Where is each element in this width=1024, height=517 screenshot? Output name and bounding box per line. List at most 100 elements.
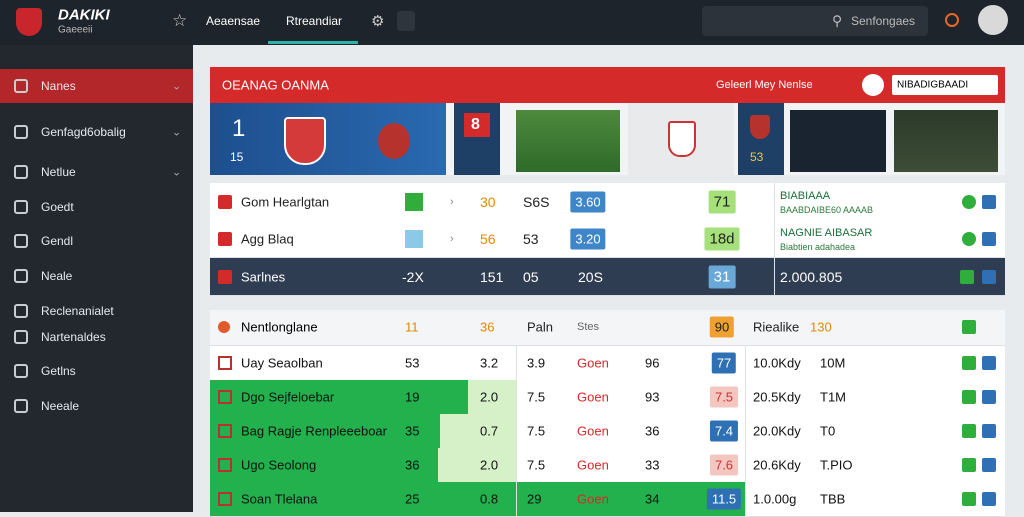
cell-c: 7.5 — [527, 389, 546, 405]
nav-item[interactable]: Goedt — [41, 200, 74, 214]
nav-item[interactable]: Getlns — [41, 364, 76, 378]
action-icon[interactable] — [982, 231, 996, 246]
divider — [516, 482, 517, 516]
cell-g: 20.6Kdy — [753, 457, 801, 473]
action-icon[interactable] — [962, 194, 976, 209]
action-icon[interactable] — [962, 424, 976, 438]
cell-a: 35 — [405, 423, 420, 439]
header-c[interactable]: Paln — [527, 319, 554, 335]
action-icon[interactable] — [962, 390, 976, 404]
cell-d: Goen — [577, 389, 609, 405]
row-icon — [218, 194, 232, 209]
cell-d: Goen — [577, 491, 609, 507]
badge-icon[interactable] — [862, 74, 884, 96]
action-icon[interactable] — [962, 320, 976, 334]
settings-icon[interactable]: ⚙ — [371, 13, 385, 30]
search-box[interactable] — [702, 6, 928, 36]
player-name[interactable]: Dgo Sejfeloebar — [241, 389, 335, 405]
action-icon[interactable] — [982, 492, 996, 506]
panel-button[interactable]: NIBADIGBAADI — [892, 75, 998, 95]
player-name[interactable]: Sarlnes — [241, 269, 286, 284]
photo[interactable] — [516, 110, 620, 172]
action-icon[interactable] — [982, 194, 996, 209]
table-row[interactable] — [210, 258, 1005, 296]
cell-r1: BIABIAAA — [780, 189, 831, 202]
nav-item[interactable]: Gendl — [41, 234, 74, 248]
nav-item[interactable]: Reclenanialet — [41, 304, 114, 318]
nav-item[interactable]: Neale — [41, 269, 73, 283]
nav-item[interactable]: Nanes — [41, 79, 76, 93]
cell-v1: 30 — [480, 193, 496, 210]
value-box: 11.5 — [706, 488, 742, 510]
value-box: 71 — [708, 190, 736, 213]
action-icon[interactable] — [962, 458, 976, 472]
action-icon[interactable] — [962, 356, 976, 370]
logo[interactable] — [16, 8, 42, 36]
table-row[interactable] — [210, 183, 1005, 221]
cell-v3: 20S — [578, 268, 603, 285]
tile-team[interactable]: 1 15 — [210, 103, 446, 175]
header-a[interactable]: 11 — [405, 319, 419, 335]
table-row[interactable] — [210, 220, 1005, 258]
tab-active[interactable]: Rtreandiar — [286, 14, 343, 28]
action-icon[interactable] — [962, 231, 976, 246]
divider — [745, 414, 746, 448]
player-name[interactable]: Ugo Seolong — [241, 457, 317, 473]
header-d[interactable]: Stes — [577, 321, 600, 333]
nav-item[interactable]: Netlue — [41, 165, 76, 179]
player-name[interactable]: Gom Hearlgtan — [241, 194, 330, 209]
nav-item[interactable]: Nartenaldes — [41, 330, 106, 344]
action-icon[interactable] — [982, 390, 996, 404]
action-icon[interactable] — [960, 269, 974, 284]
notification-icon[interactable] — [945, 13, 959, 27]
action-icon[interactable] — [982, 424, 996, 438]
cell-c: 3.9 — [527, 355, 546, 371]
media-strip: 1 15 8 53 — [210, 103, 1005, 175]
header-b[interactable]: 36 — [480, 319, 495, 335]
cell-g: 1.0.00g — [753, 491, 797, 507]
tile-crest[interactable] — [628, 103, 734, 175]
cell-r1: NAGNIE AIBASAR — [780, 226, 873, 239]
divider — [516, 380, 517, 414]
row-highlight — [210, 380, 468, 414]
status-badge — [405, 192, 423, 211]
action-icon[interactable] — [962, 492, 976, 506]
cell-c: 29 — [527, 491, 542, 507]
avatar[interactable] — [978, 5, 1008, 35]
nav-icon — [14, 304, 28, 318]
table-row[interactable] — [210, 346, 1005, 381]
divider — [745, 346, 746, 380]
header-name[interactable]: Nentlonglane — [241, 319, 318, 335]
row-highlight — [210, 448, 438, 482]
action-icon[interactable] — [982, 458, 996, 472]
tile-score-c[interactable]: 53 — [738, 103, 784, 175]
row-icon — [218, 390, 232, 404]
nav-icon — [14, 364, 28, 378]
player-name[interactable]: Soan Tlelana — [241, 491, 318, 507]
nav-icon — [14, 79, 28, 93]
star-icon[interactable]: ☆ — [172, 11, 188, 30]
nav-item[interactable]: Neeale — [41, 399, 80, 413]
action-icon[interactable] — [982, 356, 996, 370]
header-g[interactable]: Riealike — [753, 319, 800, 335]
player-name[interactable]: Bag Ragje Renpleeeboar — [241, 423, 387, 439]
photo[interactable] — [894, 110, 998, 172]
nav-item[interactable]: Genfagd6obalig — [41, 125, 126, 139]
row-icon — [218, 458, 232, 472]
tile-score-b[interactable]: 8 — [454, 103, 500, 175]
value-box: 3.60 — [570, 191, 606, 212]
cell-v2: S6S — [523, 193, 550, 210]
nav-icon — [14, 234, 28, 248]
header-h[interactable]: 130 — [810, 319, 832, 335]
row-icon — [218, 269, 232, 284]
cell-h: T1M — [820, 389, 846, 405]
divider — [516, 448, 517, 482]
photo[interactable] — [790, 110, 886, 172]
header-box: 90 — [709, 316, 735, 338]
action-icon[interactable] — [982, 269, 996, 284]
tab[interactable]: Aeaensae — [206, 14, 261, 28]
player-name[interactable]: Uay Seaolban — [241, 355, 323, 371]
grid-icon[interactable] — [397, 11, 415, 31]
player-name[interactable]: Agg Blaq — [241, 231, 294, 246]
